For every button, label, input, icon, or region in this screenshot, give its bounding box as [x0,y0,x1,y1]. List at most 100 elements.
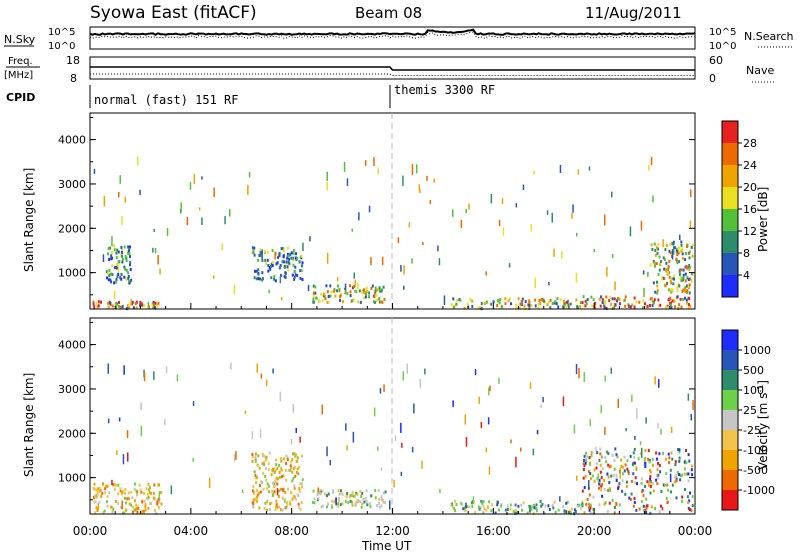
power-echo [657,298,660,302]
power-echo [676,286,679,290]
power-echo [251,246,254,250]
power-echo [599,304,602,308]
velocity-colorbar-tick-label: -100 [743,444,768,457]
power-echo [334,294,337,298]
power-echo [282,255,285,259]
velocity-echo [642,494,645,498]
velocity-echo [675,479,678,482]
velocity-echo [119,489,122,493]
velocity-colorbar-tick-label: 500 [743,364,764,377]
velocity-echo [118,417,121,422]
power-echo [541,297,544,301]
power-echo [682,273,685,277]
power-echo [285,262,288,266]
velocity-echo [289,502,292,506]
velocity-echo [148,491,151,495]
velocity-echo [660,490,663,493]
velocity-echo [509,507,512,511]
freq-trace [90,66,695,71]
power-echo [403,265,405,275]
velocity-echo [291,479,294,483]
velocity-echo [140,510,143,514]
velocity-echo [394,435,397,442]
velocity-echo [136,510,139,514]
velocity-echo [154,509,156,512]
velocity-echo [656,482,659,486]
velocity-echo [117,492,120,496]
velocity-echo [131,510,134,514]
power-echo [257,271,260,275]
velocity-echo [603,487,606,491]
velocity-echo [133,508,136,512]
power-echo [455,298,458,302]
velocity-echo [128,497,130,501]
velocity-echo [260,480,263,484]
velocity-echo [150,491,152,495]
velocity-echo [617,398,619,409]
power-echo [276,261,279,265]
power-echo [349,290,352,294]
velocity-echo [678,456,681,460]
velocity-echo [600,405,602,414]
velocity-echo [294,454,297,458]
power-echo [267,269,270,273]
x-tick-label: 00:00 [73,524,108,538]
velocity-echo [263,455,266,458]
velocity-echo [629,498,632,501]
power-echo [378,297,381,301]
velocity-echo [623,469,626,473]
velocity-echo [599,452,602,456]
velocity-echo [690,413,692,421]
velocity-echo [164,418,166,426]
power-echo [613,297,616,301]
velocity-echo [345,423,347,431]
power-colorbar-tick-label: 28 [743,137,757,150]
velocity-echo [123,511,126,515]
velocity-echo [589,419,591,427]
power-echo [116,248,119,252]
power-colorbar-swatch [722,121,738,143]
velocity-echo [300,454,303,458]
power-echo [121,305,124,309]
power-echo [415,164,418,174]
velocity-echo [621,489,624,493]
power-echo [378,286,381,290]
velocity-echo [278,505,281,509]
power-echo [300,254,303,258]
power-echo [672,246,675,255]
power-echo [659,263,662,267]
velocity-echo [634,435,636,440]
velocity-echo [649,475,652,479]
velocity-echo [256,496,258,500]
power-echo [668,259,671,263]
power-echo [601,301,604,304]
power-echo [213,187,215,198]
power-echo [528,300,531,304]
velocity-echo [158,483,161,487]
velocity-echo [664,457,667,461]
velocity-echo [678,448,681,452]
power-echo [124,255,127,258]
velocity-echo [128,502,131,506]
power-echo [658,255,661,259]
power-echo [537,302,540,306]
power-echo [684,279,687,283]
nsky-tick-high: 10^5 [48,27,75,38]
velocity-echo [633,461,636,465]
cpid-mode-1: normal (fast) 151 RF [94,93,239,107]
velocity-echo [354,501,357,505]
power-echo [125,277,128,281]
velocity-echo [230,362,232,370]
power-echo [501,198,504,205]
power-echo [490,194,493,204]
power-echo [278,265,281,269]
velocity-echo [592,495,595,499]
velocity-echo [624,463,627,467]
velocity-echo [675,496,678,500]
velocity-echo [272,493,274,497]
velocity-echo [563,511,566,515]
power-echo [606,266,608,277]
power-echo [408,222,411,228]
power-echo [463,306,466,310]
velocity-echo [678,450,681,454]
